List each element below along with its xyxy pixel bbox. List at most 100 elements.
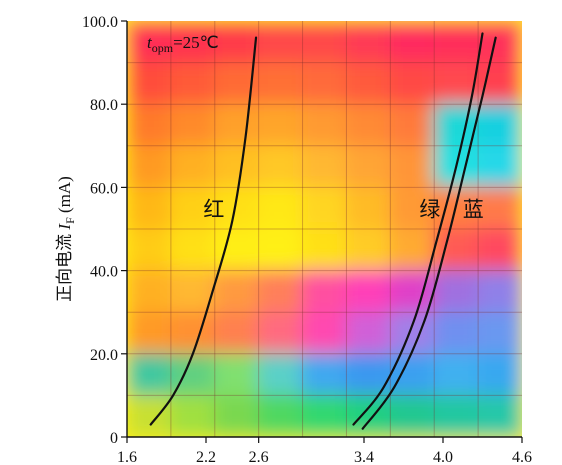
axes: 1.6 2.2 2.6 3.4 4.0 4.6 0 20.0 40.0 60.0 80.0 100.0	[82, 14, 532, 465]
bg-cell	[477, 269, 522, 314]
bg-cell	[477, 103, 522, 147]
bg-cell	[477, 394, 522, 437]
bg-cell	[301, 311, 348, 355]
bg-cell	[345, 228, 392, 272]
series-layer: 红 绿蓝	[149, 32, 497, 430]
bg-cell	[213, 394, 260, 437]
bg-cell	[345, 61, 392, 106]
bg-cell	[433, 311, 480, 355]
bg-cell	[127, 394, 172, 437]
bg-cell	[477, 352, 522, 397]
bg-cell	[389, 394, 436, 437]
bg-cell	[345, 103, 392, 147]
bg-cell	[213, 311, 260, 355]
x-tick-label: 4.0	[433, 449, 453, 465]
y-axis-label: 正向电流 IF (mA)	[55, 176, 77, 302]
bg-cell	[301, 103, 348, 147]
y-tick-label: 100.0	[82, 14, 118, 31]
bg-cell	[213, 352, 260, 397]
bg-cell	[169, 186, 216, 230]
temperature-annotation: topm=25℃	[147, 33, 219, 55]
bg-cell	[257, 61, 304, 106]
bg-cell	[127, 61, 172, 106]
bg-cell	[433, 269, 480, 314]
bg-cell	[213, 144, 260, 189]
bg-cell	[301, 394, 348, 437]
bg-cell	[433, 21, 480, 64]
bg-cell	[213, 103, 260, 147]
bg-cell	[345, 311, 392, 355]
bg-cell	[477, 21, 522, 64]
x-tick-label: 2.6	[249, 449, 269, 465]
bg-cell	[257, 394, 304, 437]
bg-cell	[301, 186, 348, 230]
series-label-0: 红	[203, 198, 224, 222]
x-tick-label: 3.4	[354, 449, 374, 465]
bg-cell	[127, 103, 172, 147]
grid	[127, 21, 522, 437]
bg-cell	[477, 61, 522, 106]
bg-cell	[433, 352, 480, 397]
bg-cell	[301, 61, 348, 106]
bg-cell	[433, 394, 480, 437]
bg-cell	[301, 269, 348, 314]
bg-cell	[257, 21, 304, 64]
bg-cell	[257, 144, 304, 189]
bg-cell	[169, 61, 216, 106]
series-label-2: 蓝	[463, 198, 484, 222]
x-tick-label: 1.6	[117, 449, 137, 465]
bg-cell	[257, 352, 304, 397]
bg-cell	[389, 21, 436, 64]
bg-cell	[477, 311, 522, 355]
bg-cell	[257, 269, 304, 314]
bg-cell	[169, 144, 216, 189]
bg-cell	[389, 186, 436, 230]
colored-background	[127, 21, 522, 437]
y-tick-label: 0	[110, 430, 118, 447]
bg-cell	[169, 21, 216, 64]
bg-cell	[389, 103, 436, 147]
bg-cell	[301, 144, 348, 189]
y-tick-label: 20.0	[90, 347, 118, 364]
bg-cell	[477, 228, 522, 272]
bg-cell	[345, 186, 392, 230]
bg-cell	[301, 352, 348, 397]
bg-cell	[389, 228, 436, 272]
bg-cell	[257, 186, 304, 230]
x-tick-label: 2.2	[196, 449, 216, 465]
bg-cell	[477, 144, 522, 189]
bg-cell	[127, 144, 172, 189]
bg-cell	[169, 311, 216, 355]
bg-cell	[345, 144, 392, 189]
bg-cell	[127, 228, 172, 272]
bg-cell	[127, 311, 172, 355]
bg-cell	[477, 186, 522, 230]
y-tick-label: 60.0	[90, 180, 118, 197]
series-line-2	[361, 36, 497, 430]
bg-cell	[127, 186, 172, 230]
y-tick-label: 40.0	[90, 264, 118, 281]
bg-cell	[213, 21, 260, 64]
bg-cell	[169, 228, 216, 272]
bg-cell	[389, 352, 436, 397]
x-tick-label: 4.6	[512, 449, 532, 465]
bg-cell	[389, 144, 436, 189]
bg-cell	[301, 228, 348, 272]
bg-cell	[127, 21, 172, 64]
series-label-1: 绿	[419, 198, 440, 222]
series-line-1	[352, 32, 484, 426]
bg-cell	[169, 103, 216, 147]
y-tick-label: 80.0	[90, 97, 118, 114]
bg-cell	[345, 269, 392, 314]
bg-cell	[127, 352, 172, 397]
bg-cell	[257, 311, 304, 355]
bg-cell	[301, 21, 348, 64]
series-line-0	[149, 36, 258, 426]
bg-cell	[257, 103, 304, 147]
bg-cell	[257, 228, 304, 272]
bg-cell	[389, 61, 436, 106]
bg-cell	[169, 394, 216, 437]
bg-cell	[345, 352, 392, 397]
bg-cell	[389, 311, 436, 355]
